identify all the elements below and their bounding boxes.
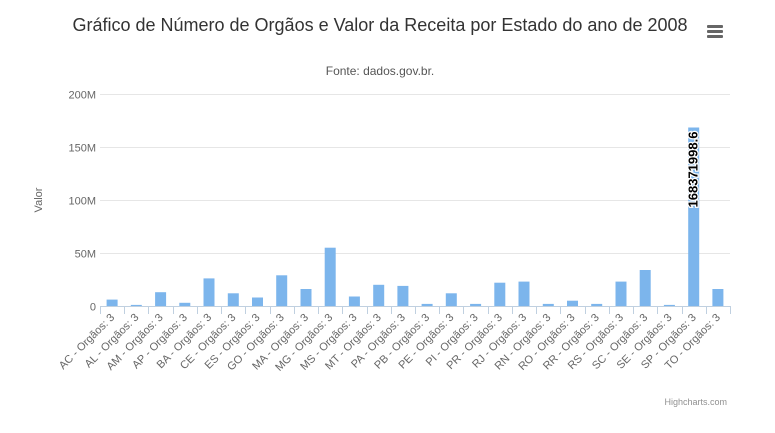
bar[interactable] [494,282,506,306]
bar[interactable] [348,296,360,307]
bar[interactable] [227,293,239,306]
bar[interactable] [203,278,215,306]
y-tick-label: 100M [68,196,96,208]
y-tick-label: 0 [90,302,96,314]
bar[interactable] [324,247,336,306]
y-tick-label: 50M [75,249,96,261]
bar[interactable] [179,302,191,306]
bar[interactable] [421,303,433,306]
bar[interactable] [688,127,700,307]
bar[interactable] [397,285,409,306]
bar[interactable] [639,270,651,306]
bar[interactable] [470,303,482,306]
bar[interactable] [615,281,627,306]
hamburger-menu-icon[interactable] [706,23,724,39]
bar[interactable] [567,300,578,306]
bar[interactable] [130,304,142,306]
y-tick-label: 200M [68,90,96,102]
bar[interactable] [106,299,118,306]
bar[interactable] [300,289,312,306]
bar[interactable] [155,292,167,306]
bar[interactable] [663,304,675,306]
bar[interactable] [591,303,603,306]
bar[interactable] [276,275,288,306]
bar[interactable] [518,281,530,306]
y-axis-title: Valor [33,187,45,212]
data-label: 168371998.6 [686,132,701,208]
bar[interactable] [445,293,457,306]
credits-link[interactable]: Highcharts.com [664,397,727,407]
bar[interactable] [542,303,554,306]
bar[interactable] [712,289,724,306]
bar[interactable] [252,297,263,307]
y-tick-label: 150M [68,143,96,155]
chart-title: Gráfico de Número de Orgãos e Valor da R… [72,15,688,35]
bar[interactable] [373,284,385,306]
chart-subtitle: Fonte: dados.gov.br. [325,64,435,78]
